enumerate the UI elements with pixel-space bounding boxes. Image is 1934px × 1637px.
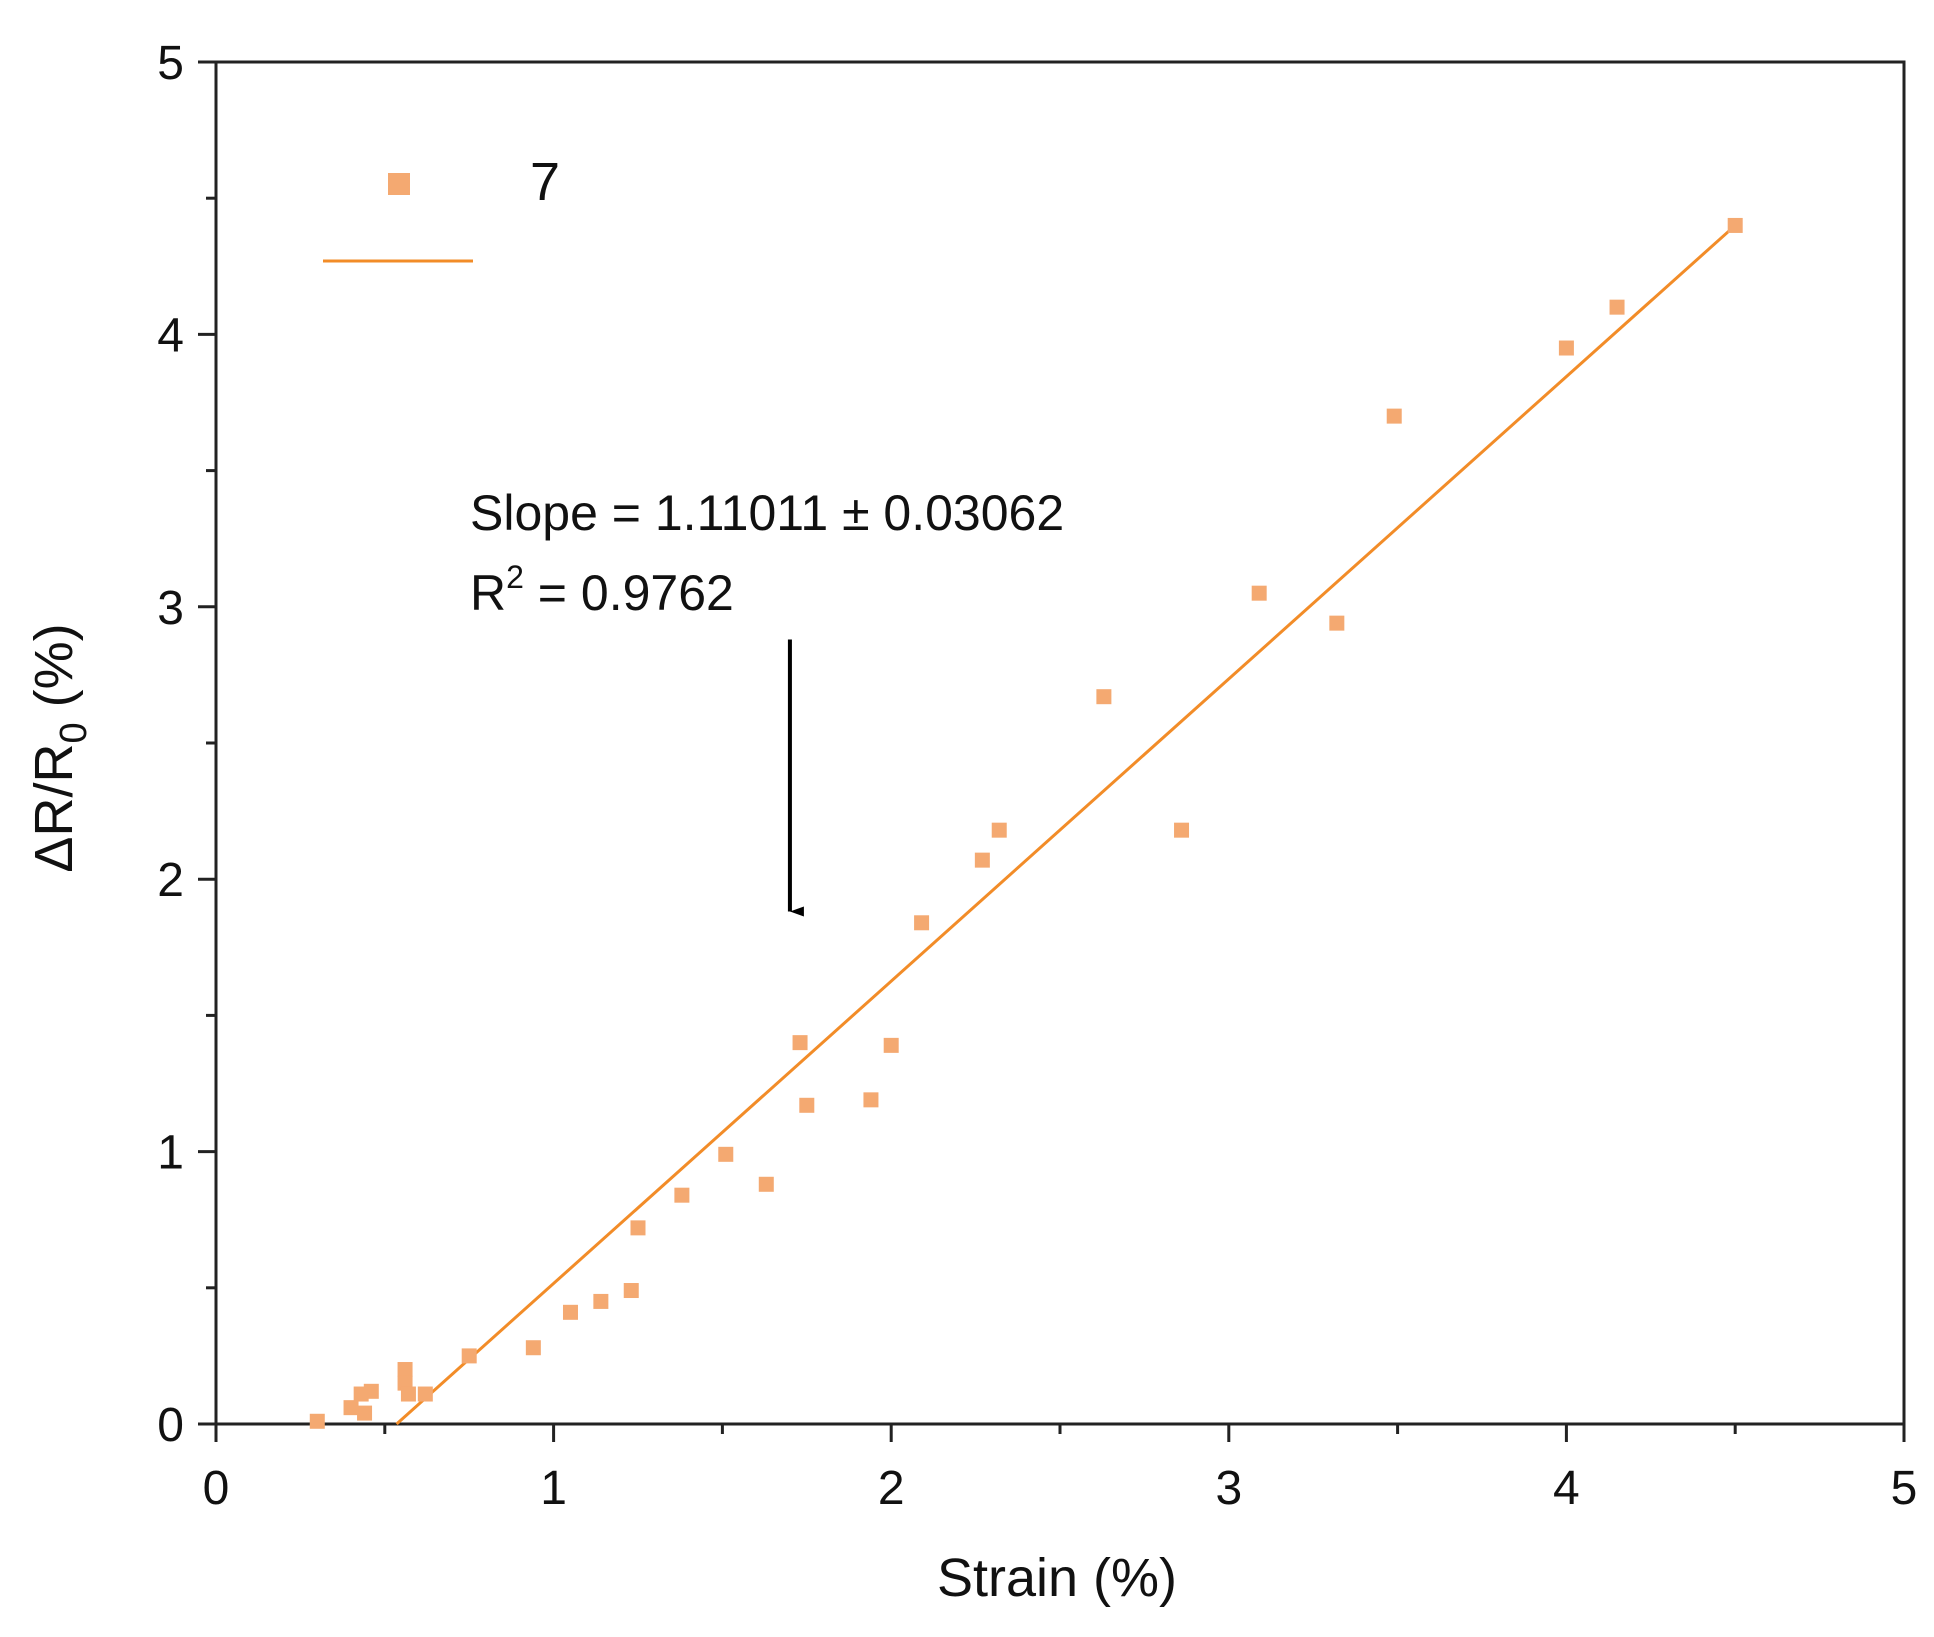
- data-point: [991, 822, 1007, 838]
- data-point: [400, 1386, 416, 1402]
- data-point: [799, 1097, 815, 1113]
- r2-value: = 0.9762: [524, 565, 734, 621]
- data-point: [630, 1220, 646, 1236]
- x-tick-label: 2: [878, 1462, 905, 1515]
- y-axis-title-subscript: 0: [53, 722, 95, 743]
- data-point: [593, 1293, 609, 1309]
- y-tick-label: 0: [157, 1399, 184, 1452]
- y-axis-title-tail: (%): [24, 623, 84, 722]
- data-point: [718, 1146, 734, 1162]
- data-point: [417, 1386, 433, 1402]
- data-point: [974, 852, 990, 868]
- y-axis-ticks: 0 1 2 3 4 5: [157, 37, 216, 1452]
- x-tick-label: 1: [540, 1462, 567, 1515]
- data-point: [1558, 340, 1574, 356]
- x-tick-label: 5: [1891, 1462, 1918, 1515]
- data-point: [623, 1283, 639, 1299]
- x-tick-label: 4: [1553, 1462, 1580, 1515]
- data-point: [461, 1348, 477, 1364]
- x-axis-title: Strain (%): [937, 1548, 1177, 1608]
- data-point: [309, 1413, 325, 1429]
- data-point: [914, 915, 930, 931]
- data-point: [863, 1092, 879, 1108]
- data-point: [1609, 299, 1625, 315]
- y-tick-label: 4: [157, 309, 184, 362]
- data-point: [1096, 689, 1112, 705]
- data-point: [562, 1304, 578, 1320]
- r-squared-annotation: R2 = 0.9762: [470, 559, 734, 621]
- data-point: [792, 1035, 808, 1051]
- r2-prefix: R: [470, 565, 506, 621]
- slope-annotation: Slope = 1.11011 ± 0.03062: [470, 485, 1064, 541]
- y-tick-label: 1: [157, 1127, 184, 1180]
- plot-frame: [214, 60, 1906, 1426]
- data-point: [1386, 408, 1402, 424]
- y-tick-label: 2: [157, 854, 184, 907]
- y-tick-label: 3: [157, 582, 184, 635]
- data-point: [363, 1383, 379, 1399]
- legend-label: 7: [530, 152, 560, 212]
- data-point: [525, 1340, 541, 1356]
- data-point: [1329, 615, 1345, 631]
- data-point: [357, 1405, 373, 1421]
- fit-line: [395, 224, 1737, 1426]
- data-point: [758, 1176, 774, 1192]
- data-point: [1727, 217, 1743, 233]
- data-point: [1174, 822, 1190, 838]
- y-tick-label: 5: [157, 37, 184, 90]
- x-axis-ticks: 0 1 2 3 4 5: [203, 1424, 1918, 1515]
- data-point: [883, 1037, 899, 1053]
- y-axis-title-main: ΔR/R: [24, 744, 84, 873]
- legend: 7: [323, 152, 560, 263]
- x-tick-label: 3: [1215, 1462, 1242, 1515]
- data-point: [1251, 585, 1267, 601]
- data-points: [309, 217, 1743, 1429]
- y-axis-title: ΔR/R0 (%): [24, 623, 95, 872]
- x-tick-label: 0: [203, 1462, 230, 1515]
- legend-marker: [388, 173, 410, 195]
- r2-superscript: 2: [506, 559, 524, 595]
- data-point: [397, 1362, 413, 1378]
- data-point: [343, 1400, 359, 1416]
- data-point: [674, 1187, 690, 1203]
